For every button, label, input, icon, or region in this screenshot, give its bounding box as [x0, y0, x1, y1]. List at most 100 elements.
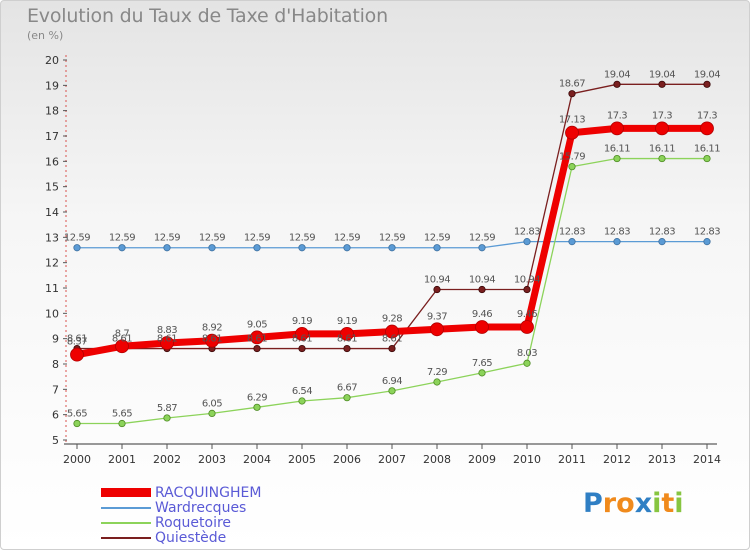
- data-point-wardrecques: [118, 244, 126, 252]
- data-label-roquetoire: 16.11: [604, 144, 630, 155]
- data-point-quiestede: [433, 285, 441, 294]
- data-label-racquinghem: 8.7: [115, 328, 130, 339]
- data-point-roquetoire: [118, 419, 126, 428]
- data-label-quiestede: 8.61: [67, 334, 87, 345]
- data-label-wardrecques: 12.83: [514, 227, 540, 238]
- logo-letter: i: [652, 488, 662, 519]
- data-label-roquetoire: 6.54: [292, 386, 312, 397]
- y-tick-label: 20: [45, 54, 59, 67]
- data-point-quiestede: [343, 344, 351, 353]
- data-point-quiestede: [568, 90, 576, 98]
- data-point-racquinghem: [700, 121, 714, 136]
- legend-item-quiestede: Quiestède: [101, 530, 261, 546]
- data-label-wardrecques: 12.83: [649, 227, 675, 238]
- data-point-wardrecques: [568, 238, 576, 246]
- y-tick-label: 8: [52, 358, 59, 371]
- data-point-quiestede: [613, 80, 621, 88]
- data-point-wardrecques: [163, 244, 171, 252]
- data-label-quiestede: 18.67: [559, 79, 585, 90]
- data-point-wardrecques: [523, 238, 531, 246]
- y-tick-label: 11: [45, 282, 59, 295]
- data-label-quiestede: 8.61: [112, 334, 132, 345]
- data-point-roquetoire: [298, 397, 306, 405]
- y-tick-label: 16: [45, 155, 59, 168]
- logo-letter: o: [616, 488, 635, 519]
- data-point-wardrecques: [208, 244, 216, 252]
- data-label-wardrecques: 12.59: [64, 233, 90, 244]
- data-label-quiestede: 10.94: [424, 275, 450, 286]
- data-point-wardrecques: [253, 244, 261, 252]
- data-label-quiestede: 8.61: [382, 334, 402, 345]
- data-label-roquetoire: 6.29: [247, 392, 267, 403]
- data-point-roquetoire: [658, 154, 666, 163]
- data-label-roquetoire: 5.65: [112, 409, 132, 420]
- y-tick-label: 15: [45, 181, 59, 194]
- x-tick-label: 2005: [288, 453, 316, 466]
- data-point-racquinghem: [250, 330, 264, 345]
- data-label-roquetoire: 7.65: [472, 358, 492, 369]
- data-label-wardrecques: 12.59: [424, 233, 450, 244]
- x-tick-label: 2014: [693, 453, 721, 466]
- y-tick-label: 5: [52, 434, 59, 447]
- data-label-quiestede: 8.61: [157, 334, 177, 345]
- x-tick-label: 2012: [603, 453, 631, 466]
- data-label-quiestede: 8.61: [292, 334, 312, 345]
- chart-subtitle: (en %): [27, 29, 64, 42]
- x-tick-label: 2009: [468, 453, 496, 466]
- data-label-quiestede: 19.04: [694, 69, 720, 80]
- data-label-racquinghem: 8.37: [67, 337, 87, 348]
- data-label-quiestede: 19.04: [604, 69, 630, 80]
- data-point-roquetoire: [613, 154, 621, 163]
- data-label-wardrecques: 12.59: [289, 233, 315, 244]
- data-label-racquinghem: 8.92: [202, 323, 222, 334]
- y-tick-label: 9: [52, 333, 59, 346]
- data-point-wardrecques: [703, 238, 711, 246]
- data-label-roquetoire: 7.29: [427, 367, 447, 378]
- y-tick-label: 18: [45, 105, 59, 118]
- data-label-wardrecques: 12.59: [469, 233, 495, 244]
- y-tick-label: 17: [45, 130, 59, 143]
- logo-letter: r: [602, 488, 617, 519]
- data-label-racquinghem: 17.3: [652, 110, 672, 121]
- x-tick-label: 2000: [63, 453, 91, 466]
- x-tick-label: 2013: [648, 453, 676, 466]
- legend-swatch-quiestede: [101, 536, 151, 539]
- data-point-wardrecques: [658, 238, 666, 246]
- logo-letter: x: [634, 488, 653, 519]
- data-point-racquinghem: [655, 121, 669, 136]
- x-tick-label: 2001: [108, 453, 136, 466]
- data-point-racquinghem: [295, 326, 309, 341]
- data-point-roquetoire: [568, 163, 576, 171]
- data-point-racquinghem: [520, 320, 534, 334]
- x-tick-label: 2002: [153, 453, 181, 466]
- data-label-roquetoire: 5.65: [67, 409, 87, 420]
- data-point-roquetoire: [73, 419, 81, 428]
- proxiti-logo: Proxiti: [583, 488, 684, 519]
- data-label-wardrecques: 12.59: [154, 233, 180, 244]
- data-label-racquinghem: 9.28: [382, 314, 402, 325]
- legend-item-roquetoire: Roquetoire: [101, 515, 261, 531]
- data-label-quiestede: 10.94: [514, 275, 540, 286]
- data-point-racquinghem: [340, 326, 354, 341]
- data-point-racquinghem: [115, 339, 129, 354]
- data-label-wardrecques: 12.59: [334, 233, 360, 244]
- y-tick-label: 13: [45, 231, 59, 244]
- data-label-wardrecques: 12.59: [379, 233, 405, 244]
- legend-item-wardrecques: Wardrecques: [101, 500, 261, 516]
- data-point-quiestede: [523, 285, 531, 294]
- data-point-quiestede: [703, 80, 711, 88]
- data-label-roquetoire: 16.11: [694, 144, 720, 155]
- x-tick-label: 2008: [423, 453, 451, 466]
- data-point-racquinghem: [430, 322, 444, 337]
- data-point-racquinghem: [385, 324, 399, 339]
- data-label-wardrecques: 12.83: [559, 227, 585, 238]
- logo-letter: P: [583, 488, 603, 519]
- data-label-wardrecques: 12.59: [244, 233, 270, 244]
- legend-label-racquinghem: RACQUINGHEM: [155, 484, 262, 501]
- x-tick-label: 2003: [198, 453, 226, 466]
- x-tick-label: 2010: [513, 453, 541, 466]
- data-point-roquetoire: [208, 409, 216, 417]
- data-label-racquinghem: 9.19: [337, 316, 357, 327]
